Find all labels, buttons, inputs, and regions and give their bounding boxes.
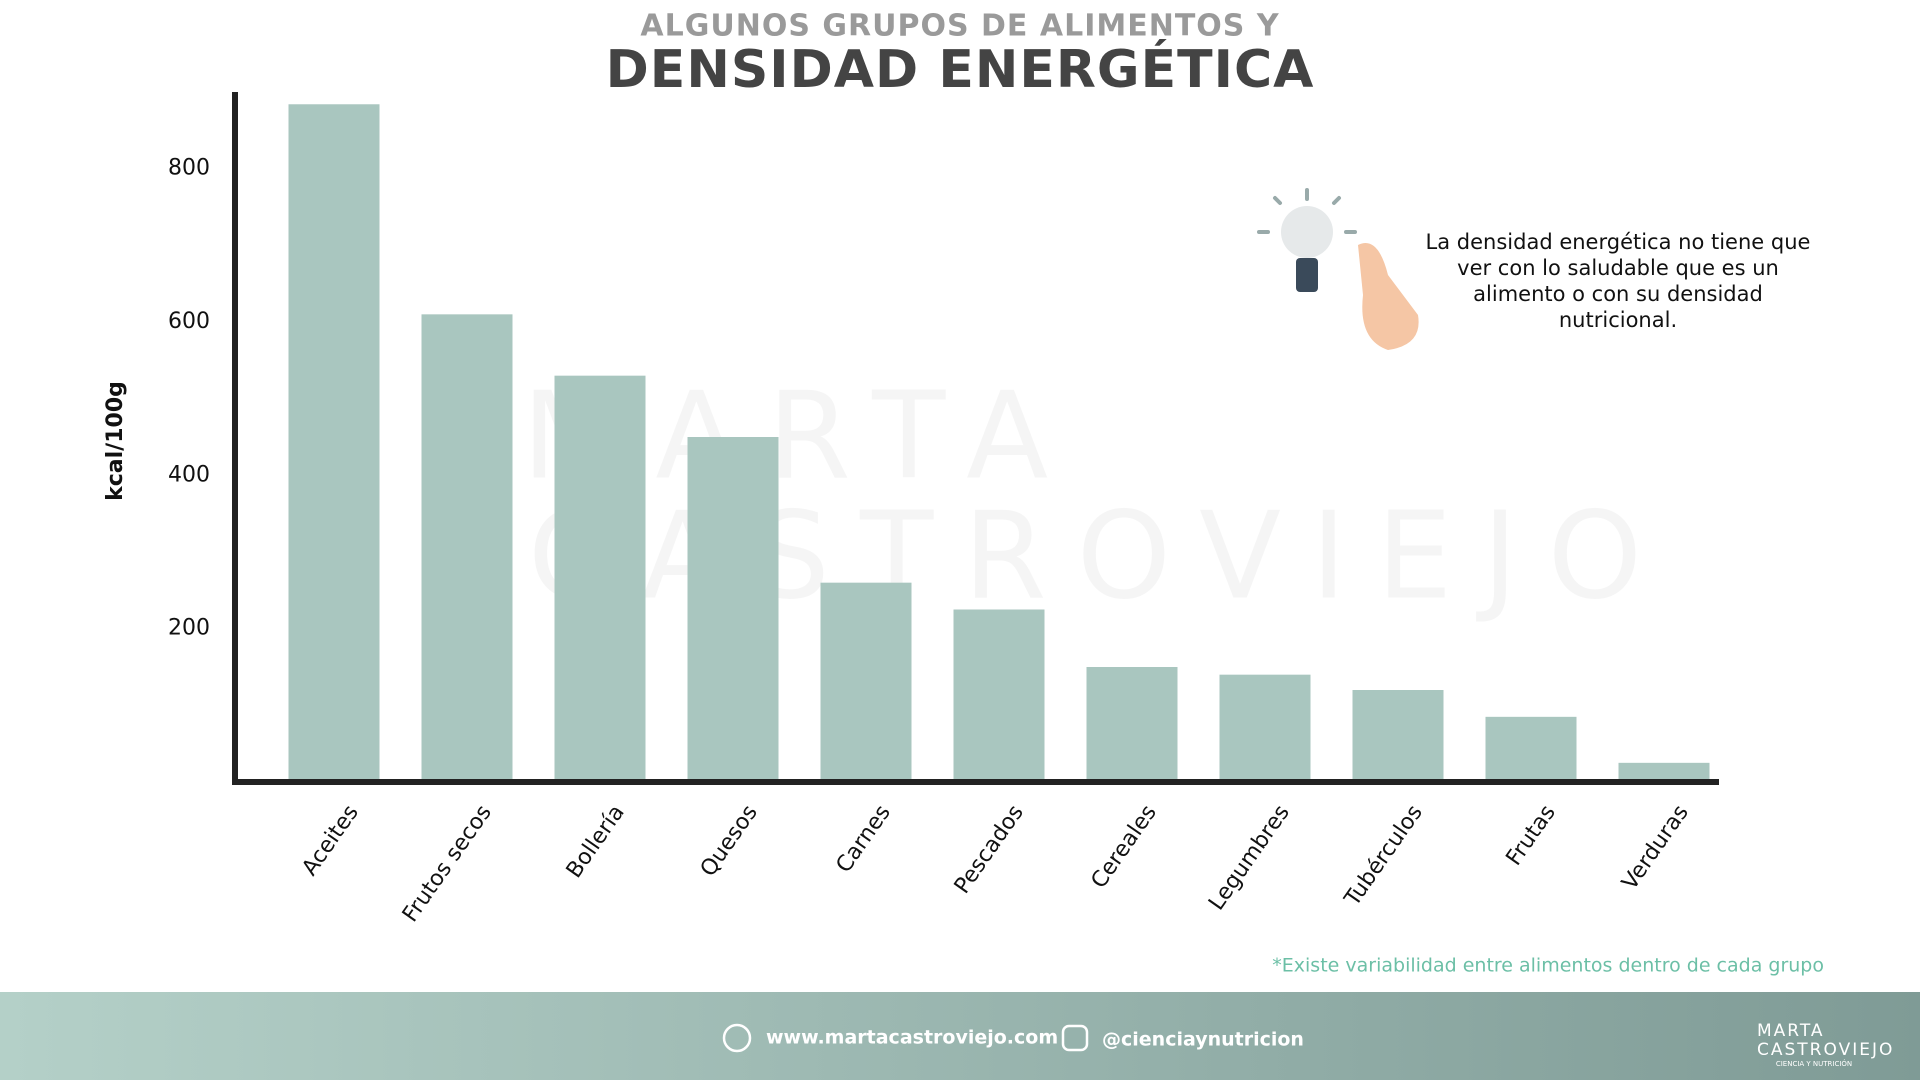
annotation: ver con lo saludable que es un (1457, 256, 1779, 280)
web-icon (722, 1023, 752, 1053)
instagram-icon (1061, 1024, 1089, 1052)
y-tick-label: 600 (168, 309, 210, 334)
y-tick-label: 400 (168, 462, 210, 487)
x-tick-label: Frutos secos (398, 801, 497, 927)
bar (421, 314, 513, 782)
x-tick-label: Aceites (297, 801, 363, 881)
chart-title: DENSIDAD ENERGÉTICA (606, 39, 1315, 100)
chart-supertitle: ALGUNOS GRUPOS DE ALIMENTOS Y (640, 9, 1279, 44)
bar (288, 104, 380, 783)
x-tick-label: Quesos (696, 801, 763, 882)
footnote: *Existe variabilidad entre alimentos den… (1272, 955, 1824, 977)
y-axis-label: kcal/100g (103, 381, 128, 501)
x-tick-label: Verduras (1617, 801, 1693, 895)
footer-website[interactable]: www.martacastroviejo.com (766, 1027, 1058, 1049)
footer-brand: MARTA (1757, 1021, 1825, 1041)
bar (1618, 762, 1710, 782)
x-tick-label: Pescados (950, 801, 1029, 899)
bar (687, 437, 779, 782)
footer-brand: CASTROVIEJO (1757, 1040, 1894, 1060)
bar (820, 582, 912, 782)
annotation: nutricional. (1559, 308, 1677, 332)
x-tick-label: Legumbres (1204, 801, 1295, 916)
footer-tagline: CIENCIA Y NUTRICIÓN (1776, 1059, 1852, 1068)
annotation: La densidad energética no tiene que (1426, 230, 1811, 254)
annotation: alimento o con su densidad (1473, 282, 1763, 306)
bulb-icon (1257, 188, 1419, 350)
x-tick-label: Bollería (562, 801, 630, 883)
bar (1086, 667, 1178, 782)
bar (1352, 690, 1444, 782)
x-tick-label: Carnes (831, 801, 895, 878)
bar (1485, 716, 1577, 782)
bar (1219, 674, 1311, 782)
x-tick-label: Frutas (1502, 801, 1561, 871)
footer-band (0, 992, 1920, 1080)
footer-instagram[interactable]: @cienciaynutricion (1102, 1029, 1304, 1051)
x-tick-label: Tubérculos (1340, 801, 1428, 912)
axis-line (232, 92, 1719, 785)
y-tick-label: 200 (168, 616, 210, 641)
y-tick-label: 800 (168, 156, 210, 181)
bar (953, 609, 1045, 782)
x-tick-label: Cereales (1087, 801, 1162, 894)
bar (554, 375, 646, 782)
